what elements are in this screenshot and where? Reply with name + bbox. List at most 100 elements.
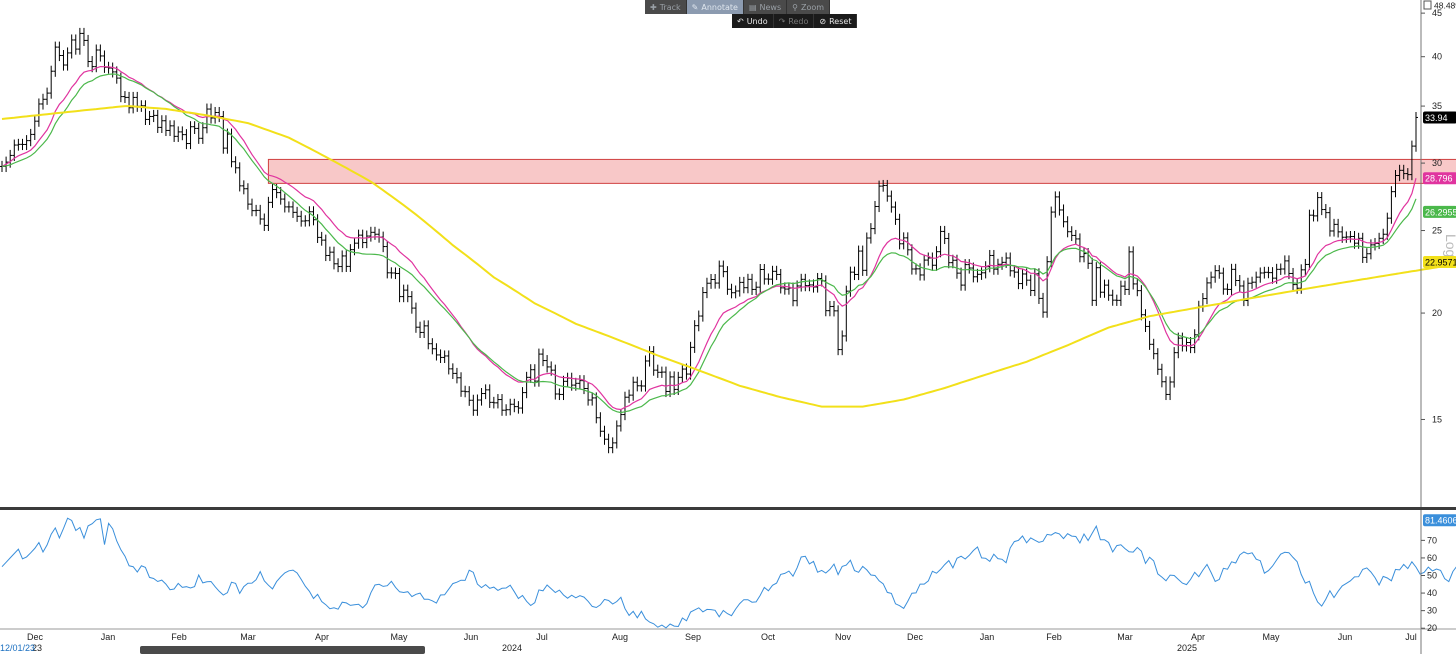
price-bar: [963, 259, 968, 291]
price-bar: [45, 87, 50, 105]
price-bar: [1102, 279, 1107, 298]
panel-divider[interactable]: [0, 507, 1456, 510]
price-bar: [61, 49, 66, 71]
price-bar: [397, 267, 402, 303]
price-bar: [254, 204, 259, 217]
price-bar: [20, 138, 25, 151]
oscillator-line: [1, 517, 1456, 629]
price-bar: [24, 135, 29, 151]
reset-label: Reset: [829, 16, 852, 26]
price-bar: [430, 338, 435, 355]
price-bar: [1049, 206, 1054, 268]
svg-text:28.796: 28.796: [1425, 174, 1453, 184]
price-bar: [733, 285, 738, 299]
price-bar: [668, 371, 673, 398]
price-bar: [1041, 292, 1046, 318]
price-bar: [278, 187, 283, 205]
price-bar: [754, 281, 759, 296]
price-bar: [1393, 170, 1398, 198]
time-scrollbar[interactable]: [140, 646, 425, 654]
price-bar: [1188, 336, 1193, 354]
svg-text:33.94: 33.94: [1425, 113, 1448, 123]
price-bar: [1266, 266, 1271, 279]
zoom-button[interactable]: ⚲ Zoom: [787, 0, 831, 14]
price-bar: [106, 61, 111, 74]
price-bar: [979, 267, 984, 280]
ma-short-line: [1, 65, 1417, 411]
price-bar: [155, 109, 160, 133]
price-bar: [1311, 209, 1316, 222]
price-bar: [327, 246, 332, 262]
price-bar: [69, 34, 74, 59]
price-bar: [172, 120, 177, 142]
start-date-label[interactable]: 12/01/23: [0, 643, 35, 653]
price-bar: [631, 376, 636, 401]
price-bar: [1254, 271, 1259, 288]
redo-button[interactable]: ↷ Redo: [773, 14, 815, 28]
price-bar: [885, 179, 890, 202]
price-bar: [290, 201, 295, 218]
price-bar: [545, 355, 550, 373]
annotate-button[interactable]: ✎ Annotate: [686, 0, 744, 14]
price-bar: [852, 266, 857, 281]
price-bar: [561, 375, 566, 401]
price-bar: [442, 350, 447, 364]
price-bar: [721, 260, 726, 278]
price-bar: [975, 268, 980, 283]
price-tick-label: 45: [1432, 8, 1442, 18]
track-button[interactable]: ✚ Track: [645, 0, 687, 14]
price-bar: [1163, 376, 1168, 401]
news-button[interactable]: ▤ News: [743, 0, 788, 14]
price-bar: [487, 384, 492, 408]
price-bar: [1127, 246, 1132, 296]
price-bar: [864, 232, 869, 276]
price-bar: [1016, 266, 1021, 290]
price-bar: [348, 244, 353, 272]
price-bar: [897, 213, 902, 250]
month-tick-label: Jul: [1405, 632, 1417, 642]
price-bar: [840, 330, 845, 356]
price-bar: [770, 265, 775, 285]
price-bar: [1303, 258, 1308, 276]
price-bar: [118, 72, 123, 103]
price-bar: [655, 364, 660, 378]
price-bar: [102, 50, 107, 73]
price-bar: [758, 263, 763, 293]
price-bar: [696, 310, 701, 332]
price-bar: [586, 382, 591, 406]
price-bar: [803, 273, 808, 292]
price-bar: [188, 121, 193, 150]
price-bar: [1139, 285, 1144, 321]
resistance-zone[interactable]: [267, 158, 1456, 184]
year-tick-label: 23: [32, 643, 42, 653]
price-bar: [967, 259, 972, 274]
price-bar: [930, 252, 935, 271]
month-tick-label: Dec: [907, 632, 924, 642]
price-bar: [717, 260, 722, 289]
price-bar: [389, 267, 394, 279]
osc-tick-label: 40: [1427, 588, 1437, 598]
price-bar: [368, 226, 373, 242]
price-bar: [926, 252, 931, 266]
redo-label: Redo: [788, 16, 809, 26]
price-bar: [1233, 263, 1238, 287]
news-icon: ▤: [748, 2, 757, 12]
price-bar: [323, 234, 328, 262]
price-tick-label: 30: [1432, 158, 1442, 168]
month-tick-label: Oct: [761, 632, 776, 642]
price-bar: [454, 367, 459, 384]
price-bar: [143, 100, 148, 126]
price-bar: [381, 231, 386, 253]
undo-button[interactable]: ↶ Undo: [732, 14, 774, 28]
price-bar: [782, 282, 787, 295]
price-bar: [180, 126, 185, 141]
undo-label: Undo: [746, 16, 768, 26]
price-bar: [1012, 265, 1017, 278]
reset-button[interactable]: ⊘ Reset: [814, 14, 858, 28]
price-bar: [495, 394, 500, 409]
price-bar: [241, 180, 246, 195]
price-bar: [1250, 276, 1255, 289]
price-bar: [688, 341, 693, 380]
price-bar: [450, 363, 455, 379]
